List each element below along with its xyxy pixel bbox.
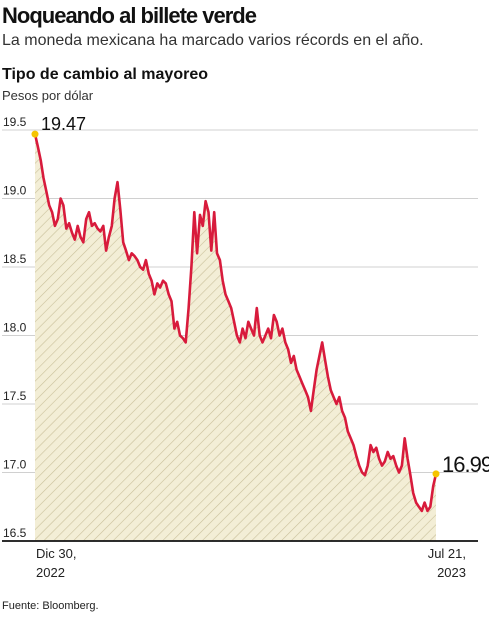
y-tick-label: 18.0 [3,321,27,335]
source-note: Fuente: Bloomberg. [2,600,99,612]
y-tick-label: 19.5 [3,115,27,129]
y-tick-label: 17.0 [3,458,27,472]
page-subtitle: La moneda mexicana ha marcado varios réc… [2,32,424,49]
y-tick-label: 17.5 [3,389,27,403]
start-marker [31,130,39,138]
end-markers: 19.47 16.99 [31,114,489,478]
x-tick-label: 2023 [437,565,466,580]
page-title: Noqueando al billete verde [2,3,257,28]
chart-y-unit-label: Pesos por dólar [2,88,94,103]
series-line [33,132,438,513]
y-tick-label: 19.0 [3,184,27,198]
chart-title: Tipo de cambio al mayoreo [2,66,208,83]
x-tick-label: Dic 30, [36,546,76,561]
x-tick-label: Jul 21, [428,546,466,561]
x-tick-labels: Dic 30, 2022 Jul 21, 2023 [36,546,466,580]
end-value-label: 16.99 [442,452,489,477]
area-fill [35,134,436,541]
y-tick-label: 18.5 [3,252,27,266]
end-marker [432,470,440,478]
x-tick-label: 2022 [36,565,65,580]
y-tick-labels: 16.5 17.0 17.5 18.0 18.5 19.0 19.5 [3,115,27,540]
start-value-label: 19.47 [41,114,86,134]
y-tick-label: 16.5 [3,526,27,540]
